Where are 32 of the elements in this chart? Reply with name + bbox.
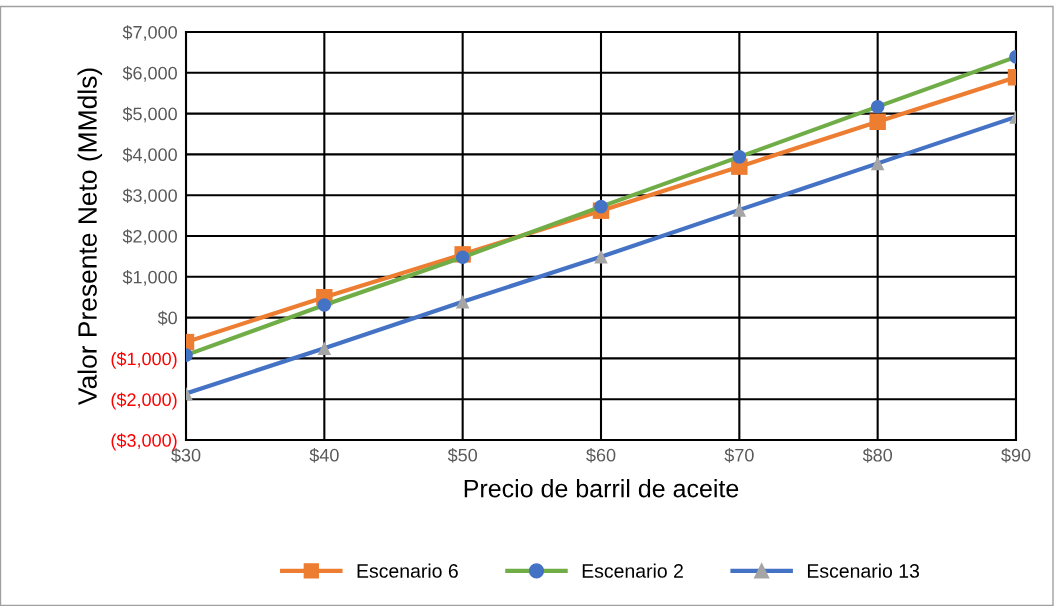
x-axis-title: Precio de barril de aceite (464, 479, 739, 498)
point (455, 250, 470, 264)
x-tick-label: $90 (1001, 448, 1031, 463)
point (594, 199, 608, 214)
point (870, 156, 885, 171)
y-tick-label: ($1,000) (111, 351, 177, 369)
x-tick-label: $70 (724, 448, 754, 463)
legend-label: Escenario 13 (807, 563, 920, 578)
y-tick-label: $1,000 (122, 269, 177, 286)
point (870, 99, 885, 114)
y-tick-label: $5,000 (122, 106, 177, 123)
y-tick-label: $3,000 (122, 188, 177, 205)
point (732, 150, 747, 164)
legend-label: Escenario 6 (357, 563, 458, 578)
y-tick-label: $6,000 (122, 65, 177, 82)
point (869, 113, 886, 130)
x-tick-label: $50 (447, 448, 478, 463)
point (594, 250, 608, 264)
y-tick-label: $4,000 (122, 147, 177, 164)
point (317, 298, 332, 312)
y-tick-label: $0 (157, 310, 177, 326)
x-tick-label: $40 (309, 448, 339, 463)
point (317, 341, 332, 355)
y-axis-title: Valor Presente Neto (MMdls) (77, 68, 103, 406)
x-tick-label: $80 (862, 448, 893, 463)
legend-label: Escenario 2 (582, 563, 683, 578)
y-tick-label: $7,000 (122, 25, 177, 41)
y-tick-label: $2,000 (122, 229, 177, 245)
x-tick-label: $60 (586, 448, 616, 463)
point (455, 294, 470, 309)
y-tick-label: ($2,000) (111, 392, 177, 410)
point (732, 203, 747, 217)
